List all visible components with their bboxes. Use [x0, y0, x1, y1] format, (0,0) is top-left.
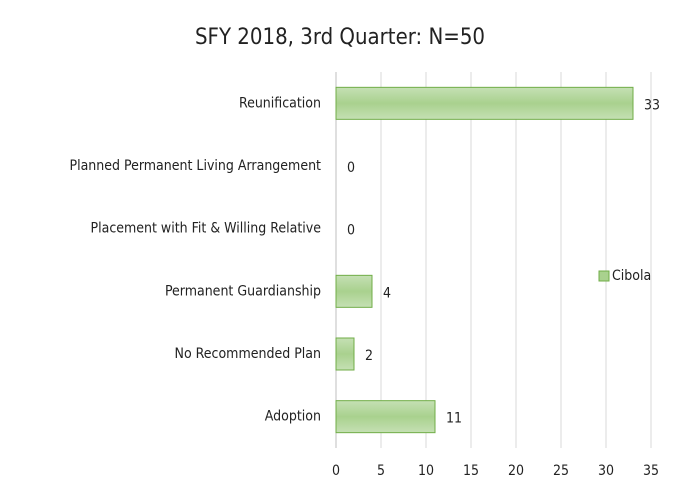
chart-title: SFY 2018, 3rd Quarter: N=50: [195, 25, 485, 50]
x-tick-label: 20: [508, 463, 524, 479]
x-tick-label: 15: [463, 463, 479, 479]
y-tick-label: Permanent Guardianship: [165, 283, 321, 299]
data-label: 0: [347, 160, 355, 176]
bar: [335, 337, 355, 371]
data-label: 2: [365, 348, 373, 364]
x-tick-label: 5: [377, 463, 385, 479]
legend-swatch: [598, 270, 610, 282]
bar: [335, 86, 634, 120]
x-tick-label: 35: [643, 463, 659, 479]
x-tick-label: 0: [332, 463, 340, 479]
data-label: 11: [446, 411, 462, 427]
x-tick-label: 30: [598, 463, 614, 479]
y-tick-label: No Recommended Plan: [175, 346, 321, 362]
y-tick-label: Planned Permanent Living Arrangement: [69, 158, 321, 174]
x-tick-label: 25: [553, 463, 569, 479]
x-tick-label: 10: [418, 463, 434, 479]
data-label: 33: [644, 97, 660, 113]
y-tick-label: Reunification: [239, 95, 321, 111]
bar: [335, 400, 436, 434]
y-tick-label: Placement with Fit & Willing Relative: [91, 221, 322, 237]
data-label: 4: [383, 285, 391, 301]
y-tick-label: Adoption: [265, 409, 321, 425]
bar: [335, 274, 373, 308]
legend-label: Cibola: [612, 268, 651, 284]
data-label: 0: [347, 223, 355, 239]
